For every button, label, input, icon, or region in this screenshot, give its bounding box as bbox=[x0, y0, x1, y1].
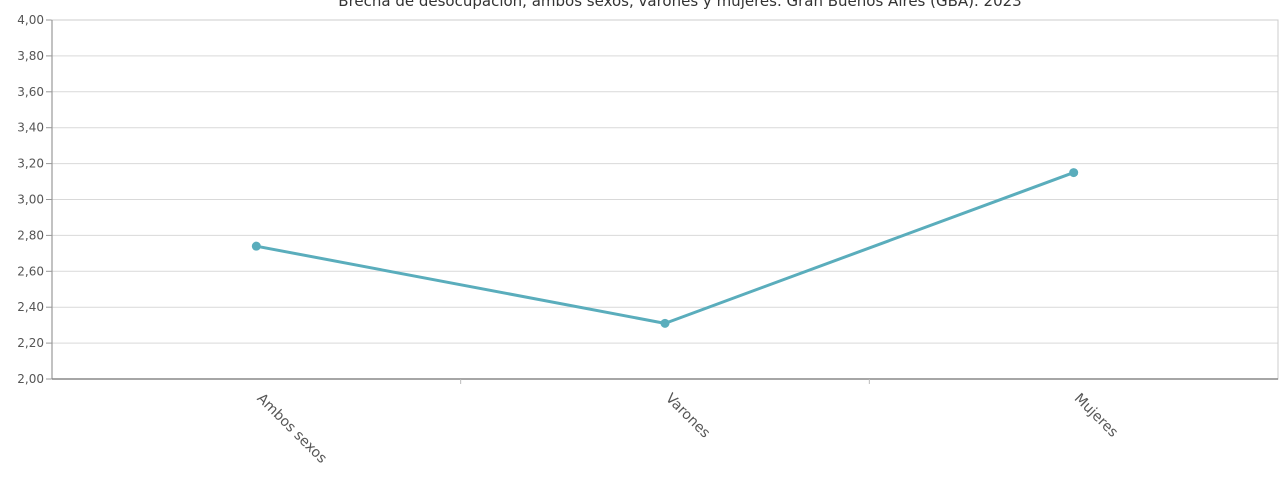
y-tick-label: 2,00 bbox=[17, 372, 44, 386]
y-tick-label: 4,00 bbox=[17, 13, 44, 27]
y-tick-label: 3,60 bbox=[17, 85, 44, 99]
data-point[interactable] bbox=[251, 241, 261, 251]
data-point[interactable] bbox=[1069, 168, 1079, 178]
y-tick-label: 2,60 bbox=[17, 264, 44, 278]
data-point[interactable] bbox=[660, 318, 670, 328]
gridlines bbox=[52, 55, 1278, 344]
x-axis-tick-labels: Ambos sexos Varones Mujeres bbox=[254, 391, 1121, 467]
chart-title: Brecha de desocupación, ambos sexos, var… bbox=[338, 0, 1021, 10]
x-tick-label: Mujeres bbox=[1071, 391, 1121, 441]
y-tick-label: 3,00 bbox=[17, 193, 44, 207]
y-tick-label: 2,20 bbox=[17, 336, 44, 350]
x-tick-label: Varones bbox=[662, 391, 713, 442]
series-layer bbox=[251, 168, 1079, 328]
series-line bbox=[256, 171, 1075, 325]
y-tick-label: 2,80 bbox=[17, 228, 44, 242]
x-tick-label: Ambos sexos bbox=[254, 391, 330, 467]
y-tick-label: 3,80 bbox=[17, 49, 44, 63]
y-tick-label: 2,40 bbox=[17, 300, 44, 314]
axes bbox=[46, 19, 1279, 384]
y-tick-label: 3,40 bbox=[17, 121, 44, 135]
y-axis-tick-labels: 2,00 2,20 2,40 2,60 2,80 3,00 3,20 3,40 3,60 3,80… bbox=[17, 13, 44, 386]
y-tick-label: 3,20 bbox=[17, 157, 44, 171]
